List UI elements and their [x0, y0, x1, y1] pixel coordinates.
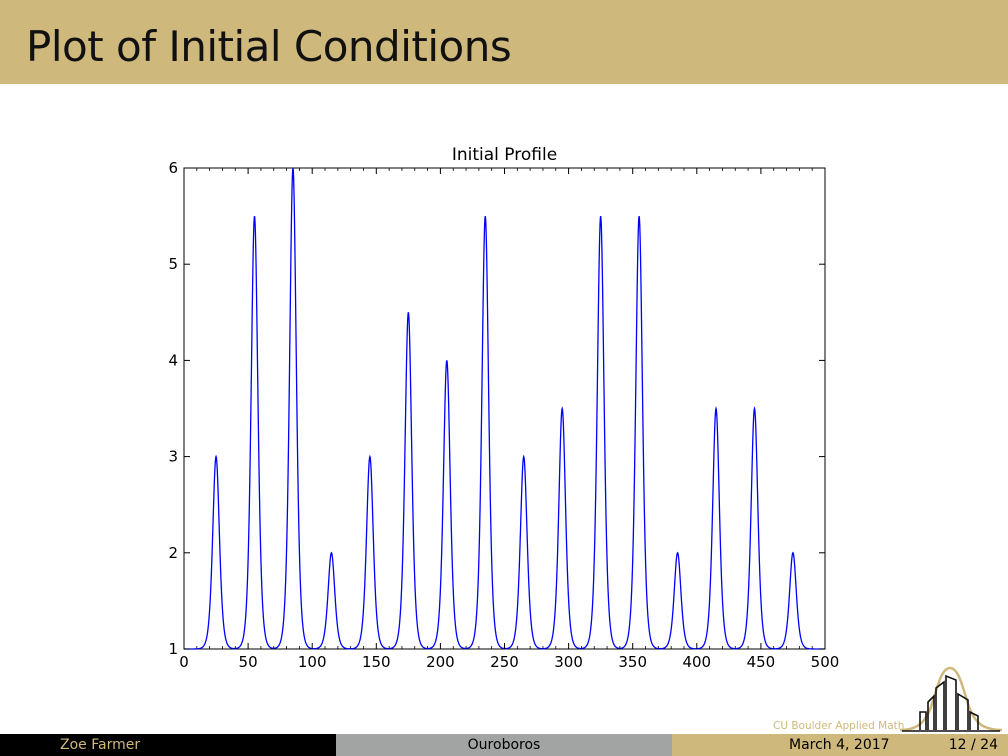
footer-date: March 4, 2017 — [789, 737, 890, 753]
slide-title: Plot of Initial Conditions — [26, 22, 512, 71]
series-line-profile — [184, 167, 825, 650]
footer-title-section: Ouroboros — [336, 734, 672, 756]
title-bar: Plot of Initial Conditions — [0, 0, 1008, 84]
y-tick-label: 2 — [168, 544, 178, 562]
footer-date-section: March 4, 2017 12 / 24 — [672, 734, 1008, 756]
x-tick-label: 400 — [682, 653, 711, 671]
footer-talk-title: Ouroboros — [467, 737, 541, 753]
y-tick-label: 4 — [168, 351, 178, 369]
x-tick-label: 300 — [554, 653, 583, 671]
x-tick-label: 500 — [811, 653, 840, 671]
y-tick-label: 6 — [168, 159, 178, 177]
x-tick-label: 250 — [490, 653, 519, 671]
y-tick-label: 1 — [168, 640, 178, 658]
footer-author: Zoe Farmer — [60, 737, 141, 753]
plot-frame — [183, 167, 826, 650]
x-tick-label: 200 — [426, 653, 455, 671]
x-tick-label: 450 — [747, 653, 776, 671]
footer-author-section: Zoe Farmer — [0, 734, 336, 756]
x-tick-label: 0 — [179, 653, 189, 671]
y-tick-label: 3 — [168, 448, 178, 466]
x-tick-label: 150 — [362, 653, 391, 671]
footer-page-number: 12 / 24 — [948, 737, 998, 753]
chart-title: Initial Profile — [452, 145, 557, 165]
x-tick-label: 50 — [239, 653, 258, 671]
x-tick-label: 100 — [298, 653, 327, 671]
footer: Zoe Farmer Ouroboros March 4, 2017 12 / … — [0, 734, 1008, 756]
cu-applied-math-logo — [899, 666, 1003, 732]
logo-text: CU Boulder Applied Math — [773, 720, 905, 732]
x-tick-label: 350 — [618, 653, 647, 671]
y-tick-label: 5 — [168, 255, 178, 273]
